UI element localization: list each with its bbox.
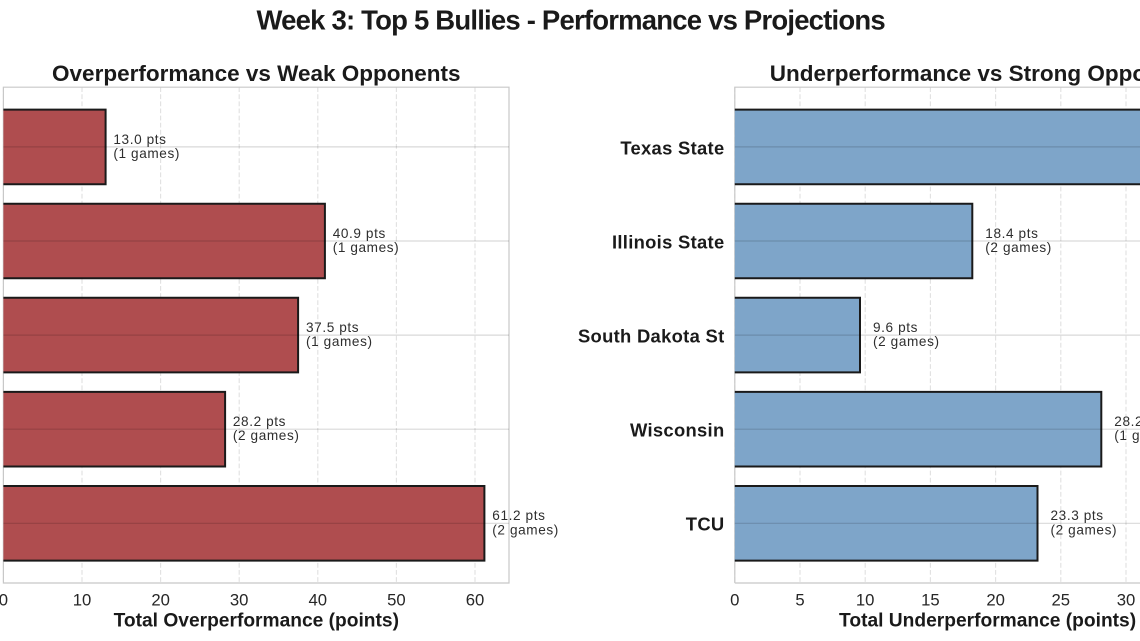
svg-text:(1 games): (1 games)	[113, 146, 180, 161]
svg-text:30: 30	[1117, 591, 1136, 610]
svg-text:(1 games): (1 games)	[333, 240, 400, 255]
svg-text:13.0 pts: 13.0 pts	[113, 132, 166, 147]
svg-text:40: 40	[309, 591, 328, 610]
svg-text:0: 0	[0, 591, 8, 610]
svg-text:60: 60	[466, 591, 485, 610]
svg-text:Total Underperformance (points: Total Underperformance (points)	[839, 611, 1136, 632]
svg-text:9.6 pts: 9.6 pts	[873, 320, 918, 335]
svg-text:28.2 pts: 28.2 pts	[1114, 414, 1140, 429]
svg-text:61.2 pts: 61.2 pts	[492, 508, 545, 523]
svg-text:(2 games): (2 games)	[1051, 522, 1118, 537]
svg-text:37.5 pts: 37.5 pts	[306, 320, 359, 335]
svg-text:(2 games): (2 games)	[873, 334, 940, 349]
svg-text:Texas State: Texas State	[620, 137, 724, 158]
svg-text:20: 20	[986, 591, 1005, 610]
svg-text:30: 30	[230, 591, 249, 610]
svg-text:(2 games): (2 games)	[492, 522, 559, 537]
svg-text:Overperformance vs Weak Oppone: Overperformance vs Weak Opponents	[52, 61, 460, 86]
svg-text:25: 25	[1052, 591, 1071, 610]
svg-text:18.4 pts: 18.4 pts	[985, 226, 1038, 241]
svg-text:10: 10	[73, 591, 92, 610]
svg-text:(1 games): (1 games)	[306, 334, 373, 349]
svg-text:40.9 pts: 40.9 pts	[333, 226, 386, 241]
svg-text:TCU: TCU	[686, 514, 725, 535]
svg-text:10: 10	[856, 591, 875, 610]
svg-text:Wisconsin: Wisconsin	[630, 420, 725, 441]
svg-text:5: 5	[795, 591, 804, 610]
svg-text:(2 games): (2 games)	[233, 428, 300, 443]
svg-text:50: 50	[387, 591, 406, 610]
svg-text:23.3 pts: 23.3 pts	[1051, 508, 1104, 523]
svg-text:Total Overperformance (points): Total Overperformance (points)	[114, 611, 399, 632]
svg-text:20: 20	[151, 591, 170, 610]
svg-text:(2 games): (2 games)	[985, 240, 1052, 255]
svg-text:0: 0	[730, 591, 739, 610]
svg-text:15: 15	[921, 591, 940, 610]
svg-text:Underperformance vs Strong Opp: Underperformance vs Strong Opponents	[770, 61, 1140, 86]
svg-text:South Dakota St: South Dakota St	[578, 326, 725, 347]
svg-text:Illinois State: Illinois State	[612, 231, 725, 252]
svg-text:Week 3: Top 5 Bullies - Perfor: Week 3: Top 5 Bullies - Performance vs P…	[257, 4, 886, 35]
svg-text:(1 games): (1 games)	[1114, 428, 1140, 443]
svg-text:28.2 pts: 28.2 pts	[233, 414, 286, 429]
